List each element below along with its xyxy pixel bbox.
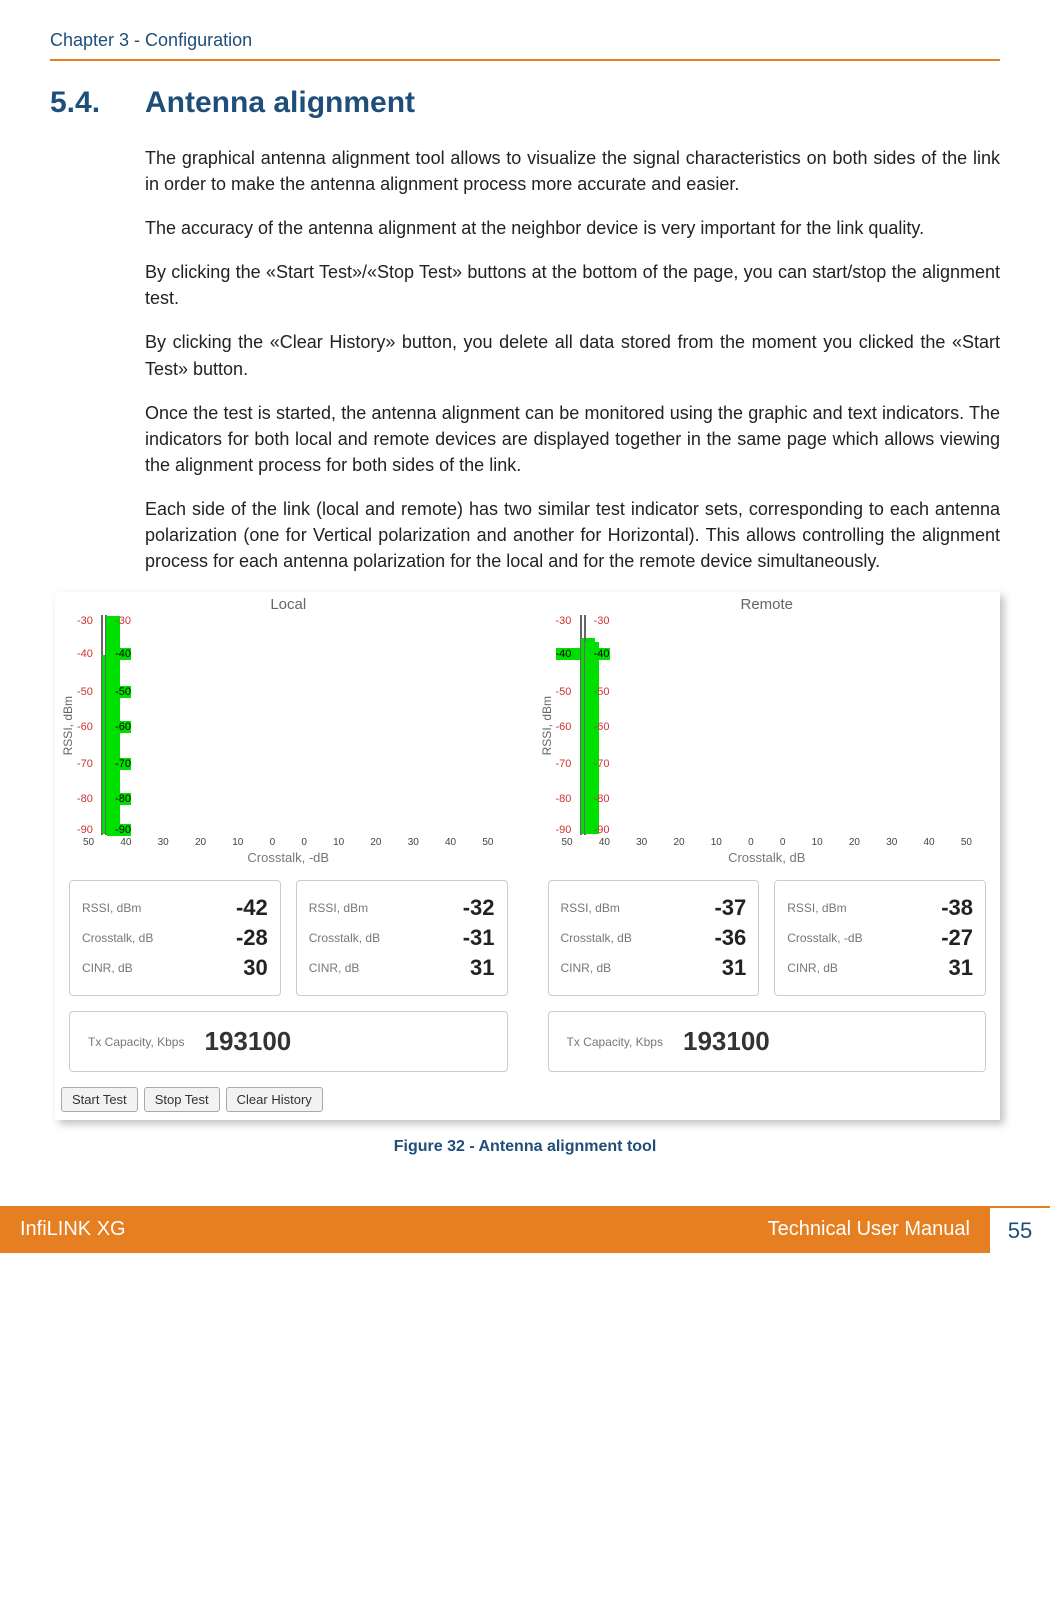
panel-title-remote: Remote	[538, 596, 997, 613]
capacity-card: Tx Capacity, Kbps 193100	[548, 1011, 987, 1072]
stat-card: RSSI, dBm-38 Crosstalk, -dB-27 CINR, dB3…	[774, 880, 986, 996]
page-number: 55	[990, 1206, 1050, 1253]
x-axis-label: Crosstalk, dB	[538, 850, 997, 865]
paragraph: Once the test is started, the antenna al…	[145, 400, 1000, 478]
y-axis-label: RSSI, dBm	[59, 696, 77, 755]
footer-product: InfiLINK XG	[20, 1218, 126, 1241]
y-scale-left: -30 -40 -50 -60 -70 -80 -90	[556, 615, 580, 835]
y-scale-left: -30 -40 -50 -60 -70 -80 -90	[77, 615, 101, 835]
x-axis: 50403020100 01020304050	[538, 835, 997, 848]
stat-card: RSSI, dBm-42 Crosstalk, dB-28 CINR, dB30	[69, 880, 281, 996]
paragraph: The graphical antenna alignment tool all…	[145, 145, 1000, 197]
section-title: Antenna alignment	[145, 86, 415, 119]
y-scale-right: -30 -40 -50 -60 -70 -80 -90	[107, 615, 131, 835]
heat-chart-local-1	[101, 615, 103, 835]
divider	[50, 59, 1000, 61]
stat-card: RSSI, dBm-37 Crosstalk, dB-36 CINR, dB31	[548, 880, 760, 996]
panel-remote: Remote RSSI, dBm -30 -40 -50 -60 -70	[538, 596, 997, 1072]
y-scale-right: -30 -40 -50 -60 -70 -80 -90	[586, 615, 610, 835]
stat-card: RSSI, dBm-32 Crosstalk, dB-31 CINR, dB31	[296, 880, 508, 996]
heat-chart-remote-1	[580, 615, 582, 835]
chapter-header: Chapter 3 - Configuration	[50, 30, 1000, 51]
y-axis-label: RSSI, dBm	[538, 696, 556, 755]
paragraph: The accuracy of the antenna alignment at…	[145, 215, 1000, 241]
stop-test-button[interactable]: Stop Test	[144, 1087, 220, 1112]
footer-doc: Technical User Manual	[768, 1218, 970, 1241]
page-footer: InfiLINK XG Technical User Manual 55	[0, 1206, 1050, 1253]
paragraph: Each side of the link (local and remote)…	[145, 496, 1000, 574]
figure-screenshot: Local RSSI, dBm -30 -40 -50 -60	[55, 592, 1000, 1120]
panel-local: Local RSSI, dBm -30 -40 -50 -60	[59, 596, 518, 1072]
clear-history-button[interactable]: Clear History	[226, 1087, 323, 1112]
paragraph: By clicking the «Clear History» button, …	[145, 329, 1000, 381]
section-number: 5.4.	[50, 86, 145, 120]
capacity-card: Tx Capacity, Kbps 193100	[69, 1011, 508, 1072]
start-test-button[interactable]: Start Test	[61, 1087, 138, 1112]
section-heading: 5.4.Antenna alignment	[50, 86, 1000, 120]
paragraph: By clicking the «Start Test»/«Stop Test»…	[145, 259, 1000, 311]
x-axis: 50403020100 01020304050	[59, 835, 518, 848]
x-axis-label: Crosstalk, -dB	[59, 850, 518, 865]
figure-caption: Figure 32 - Antenna alignment tool	[50, 1138, 1000, 1156]
panel-title-local: Local	[59, 596, 518, 613]
